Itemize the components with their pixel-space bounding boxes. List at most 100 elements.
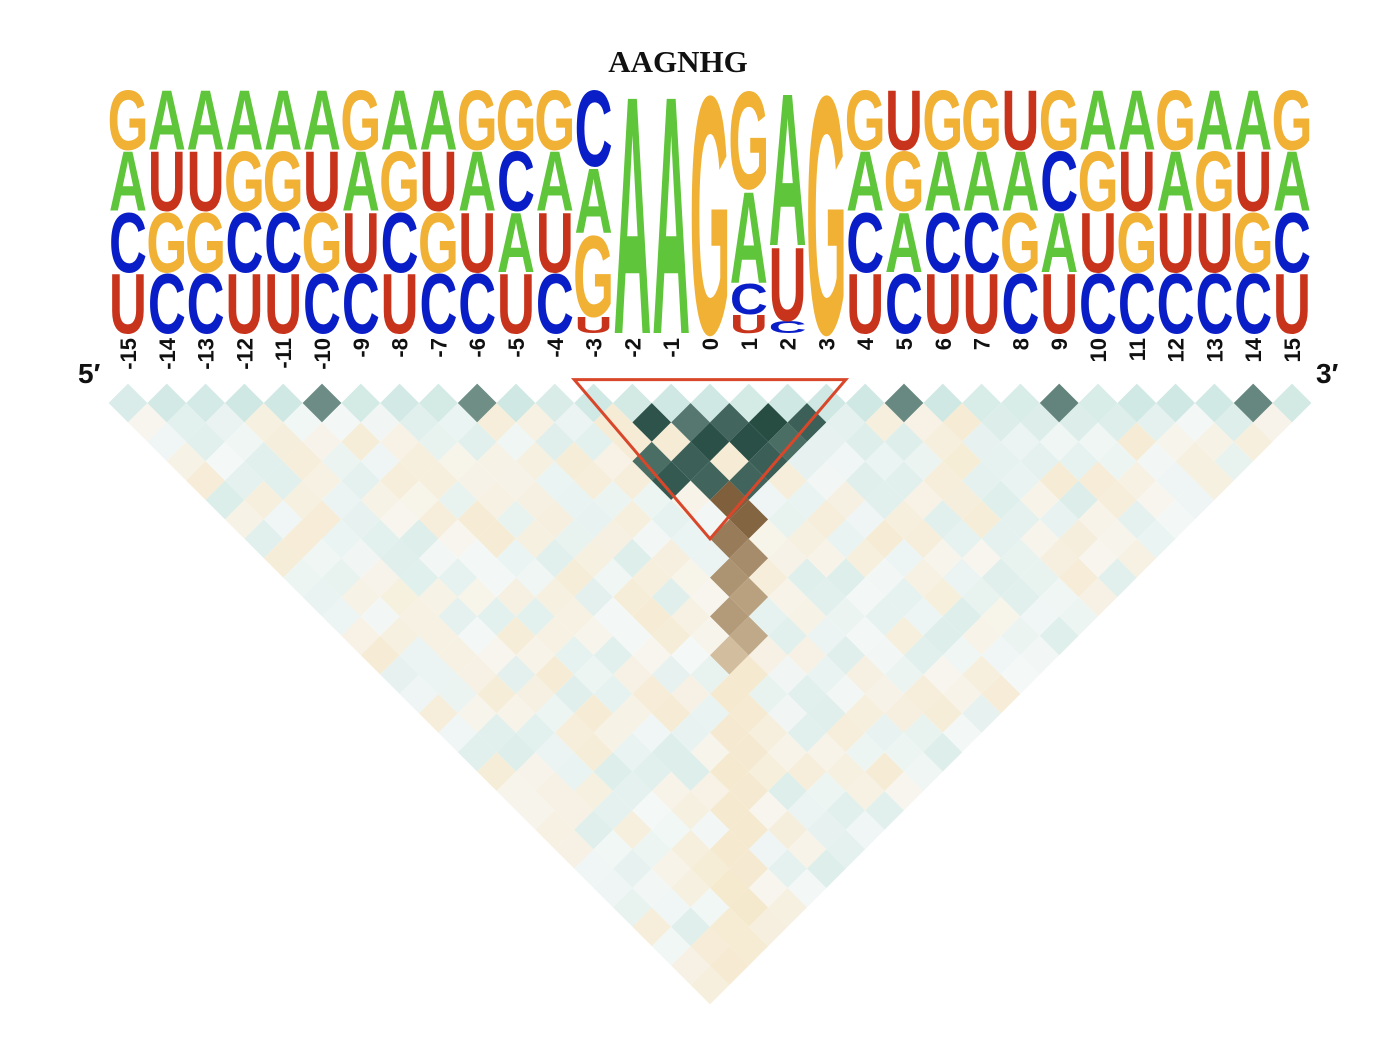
heatmap-cell: [748, 907, 788, 947]
heatmap-cell: [1195, 383, 1234, 423]
heatmap-cell: [768, 461, 807, 500]
heatmap-cell: [477, 403, 516, 442]
heatmap-cell: [477, 597, 516, 636]
logo-letter-c: C: [885, 256, 923, 351]
heatmap-cell: [574, 461, 613, 500]
heatmap-cell: [302, 577, 342, 617]
heatmap-cell: [690, 383, 730, 423]
heatmap-cell: [419, 500, 458, 539]
heatmap-cell: [904, 441, 943, 481]
heatmap-cell: [1233, 383, 1273, 423]
heatmap-cell: [904, 597, 943, 636]
heatmap-cell: [244, 403, 284, 442]
logo-letter-c: C: [536, 256, 574, 351]
heatmap-cell: [457, 422, 497, 462]
logo-letter-g: G: [1155, 72, 1196, 167]
heatmap-cell: [263, 461, 303, 500]
heatmap-cell: [554, 713, 594, 753]
heatmap-cell: [807, 461, 846, 500]
heatmap-cell: [845, 655, 885, 694]
heatmap-cell: [748, 597, 788, 636]
heatmap-cell: [1233, 422, 1273, 462]
heatmap-cell: [613, 810, 652, 850]
position-label: -14: [155, 337, 180, 370]
heatmap-cell: [380, 655, 419, 694]
position-label: -1: [659, 338, 684, 358]
heatmap-cell: [845, 771, 885, 811]
heatmap-cell: [1001, 616, 1040, 656]
heatmap-cell: [554, 635, 594, 675]
logo-letter-u: U: [381, 256, 419, 351]
heatmap-cell: [710, 907, 749, 947]
heatmap-cell: [942, 480, 982, 520]
logo-letter-c: C: [769, 318, 807, 337]
motif-title: AAGNHG: [608, 44, 748, 79]
heatmap-cell: [263, 422, 303, 462]
logo-letter-u: U: [497, 256, 535, 351]
heatmap-cell: [613, 849, 652, 888]
position-label: 11: [1125, 338, 1150, 361]
heatmap-cell: [1156, 422, 1195, 462]
heatmap-cell: [419, 616, 458, 656]
heatmap-cell: [651, 849, 691, 888]
heatmap-cell: [1117, 383, 1157, 423]
logo-letter-g: G: [1194, 133, 1235, 228]
logo-letter-a: A: [419, 72, 457, 167]
heatmap-cell: [1136, 441, 1176, 481]
position-label: -15: [116, 338, 141, 370]
heatmap-cell: [942, 403, 982, 442]
heatmap-cell: [1039, 383, 1079, 423]
heatmap-cell: [884, 461, 924, 500]
logo-letter-u: U: [575, 312, 613, 338]
logo-letter-u: U: [1079, 195, 1117, 290]
heatmap-cell: [845, 616, 885, 656]
heatmap-cell: [1098, 441, 1137, 481]
logo-letter-g: G: [496, 72, 537, 167]
heatmap-cell: [1039, 461, 1079, 500]
heatmap-cell: [438, 403, 478, 442]
heatmap-cell: [554, 403, 594, 442]
heatmap-cell: [651, 694, 691, 733]
logo-letter-c: C: [225, 195, 263, 290]
logo-letter-c: C: [575, 69, 613, 190]
heatmap-cell: [1175, 480, 1215, 520]
logo-letter-a: A: [924, 133, 962, 228]
heatmap-cell: [651, 926, 691, 966]
heatmap-cell: [322, 403, 361, 442]
logo-letter-g: G: [728, 64, 769, 219]
logo-letter-a: A: [342, 133, 380, 228]
heatmap-cell: [1078, 500, 1118, 539]
logo-letter-u: U: [419, 133, 457, 228]
logo-letter-g: G: [573, 212, 614, 342]
heatmap-cell: [748, 752, 788, 791]
heatmap-cell: [1098, 480, 1137, 520]
heatmap-cell: [1039, 538, 1079, 578]
heatmap-cell: [341, 383, 381, 423]
heatmap-cell: [748, 868, 788, 908]
logo-letter-g: G: [302, 195, 343, 290]
logo-letter-g: G: [224, 133, 265, 228]
heatmap-cell: [554, 441, 594, 481]
logo-letter-g: G: [418, 195, 459, 290]
logo-letter-g: G: [340, 72, 381, 167]
heatmap-cell: [535, 461, 575, 500]
heatmap-cell: [962, 383, 1001, 423]
logo-letter-c: C: [963, 195, 1001, 290]
logo-letter-u: U: [1273, 256, 1311, 351]
logo-letter-g: G: [922, 72, 963, 167]
heatmap-cell: [360, 403, 400, 442]
heatmap-cell: [302, 500, 342, 539]
position-label: -6: [465, 338, 490, 358]
heatmap-cell: [865, 403, 904, 442]
heatmap-cell: [748, 791, 788, 830]
heatmap-cell: [651, 461, 691, 500]
logo-letter-a: A: [1118, 72, 1156, 167]
heatmap-cell: [1001, 655, 1040, 694]
heatmap-cell: [710, 868, 749, 908]
heatmap-cell: [554, 558, 594, 597]
heatmap-cell: [457, 577, 497, 617]
heatmap-cell: [554, 519, 594, 559]
heatmap-cell: [1001, 500, 1040, 539]
three-prime-label: 3′: [1316, 358, 1339, 389]
heatmap-cell: [1001, 538, 1040, 578]
